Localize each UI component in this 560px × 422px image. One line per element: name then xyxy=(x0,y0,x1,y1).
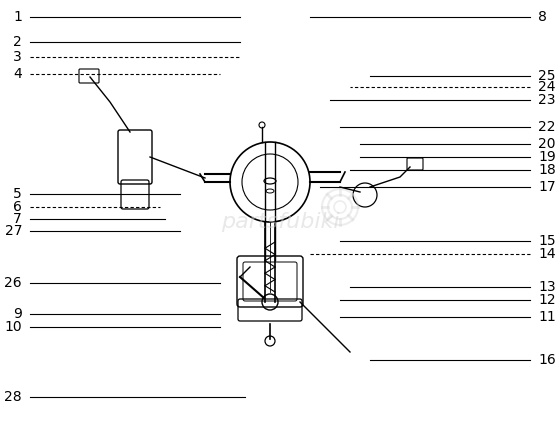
Text: 13: 13 xyxy=(538,280,556,294)
Text: 22: 22 xyxy=(538,119,556,134)
Text: 5: 5 xyxy=(13,187,22,201)
Text: 25: 25 xyxy=(538,69,556,83)
Text: 23: 23 xyxy=(538,93,556,108)
Text: 3: 3 xyxy=(13,50,22,64)
Text: 14: 14 xyxy=(538,247,556,261)
Text: 19: 19 xyxy=(538,150,556,164)
Text: 8: 8 xyxy=(538,10,547,24)
Text: 17: 17 xyxy=(538,180,556,195)
Text: 15: 15 xyxy=(538,233,556,248)
Text: 16: 16 xyxy=(538,352,556,367)
Text: 24: 24 xyxy=(538,80,556,95)
Text: partsfubiki: partsfubiki xyxy=(221,212,339,232)
Text: 20: 20 xyxy=(538,137,556,151)
Text: 27: 27 xyxy=(4,224,22,238)
Text: 11: 11 xyxy=(538,310,556,325)
Text: 26: 26 xyxy=(4,276,22,290)
Text: 12: 12 xyxy=(538,292,556,307)
Text: 10: 10 xyxy=(4,320,22,334)
Text: 18: 18 xyxy=(538,162,556,177)
Text: 4: 4 xyxy=(13,67,22,81)
Text: 9: 9 xyxy=(13,307,22,322)
Text: 6: 6 xyxy=(13,200,22,214)
Text: 28: 28 xyxy=(4,390,22,404)
Text: 2: 2 xyxy=(13,35,22,49)
Text: 7: 7 xyxy=(13,212,22,227)
Text: 1: 1 xyxy=(13,10,22,24)
